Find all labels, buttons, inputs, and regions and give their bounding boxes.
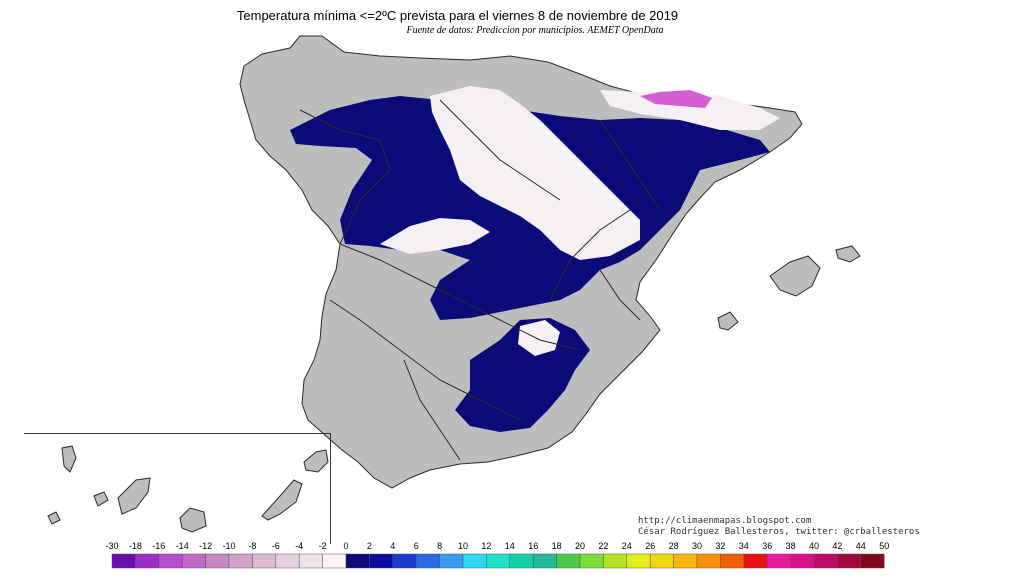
- balearic-menorca: [835, 245, 861, 263]
- legend-swatch: [579, 553, 604, 569]
- legend-label: -2: [319, 541, 327, 551]
- legend-swatch: [673, 553, 698, 569]
- legend-label: 6: [414, 541, 419, 551]
- legend-label: 32: [715, 541, 725, 551]
- legend-swatch: [275, 553, 300, 569]
- map-title: Temperatura mínima <=2ºC prevista para e…: [236, 8, 679, 23]
- canary-inset-frame: [24, 433, 331, 544]
- legend-label: 24: [622, 541, 632, 551]
- legend-swatch: [298, 553, 323, 569]
- balearic-mallorca: [769, 255, 821, 297]
- legend-label: 38: [786, 541, 796, 551]
- legend-label: 28: [669, 541, 679, 551]
- legend-swatch: [322, 553, 347, 569]
- legend-label: 12: [481, 541, 491, 551]
- legend-label: -8: [248, 541, 256, 551]
- legend-swatch: [837, 553, 862, 569]
- legend-label: -18: [129, 541, 142, 551]
- legend-swatch: [813, 553, 838, 569]
- legend-swatch: [369, 553, 394, 569]
- legend-swatch: [743, 553, 768, 569]
- legend-label: 8: [437, 541, 442, 551]
- legend-label: -14: [176, 541, 189, 551]
- legend-swatch: [556, 553, 581, 569]
- legend-label: -30: [105, 541, 118, 551]
- legend-swatch: [181, 553, 206, 569]
- legend-swatch: [766, 553, 791, 569]
- legend-swatch: [252, 553, 277, 569]
- legend-label: 40: [809, 541, 819, 551]
- legend-label: 44: [856, 541, 866, 551]
- legend-label: 18: [552, 541, 562, 551]
- legend-label: -10: [222, 541, 235, 551]
- legend-label: 42: [832, 541, 842, 551]
- legend-swatch: [626, 553, 651, 569]
- legend-label: -6: [272, 541, 280, 551]
- data-source: Fuente de datos: Prediccion por municipi…: [406, 25, 664, 36]
- cold-zone-south: [455, 318, 590, 432]
- legend-swatch: [532, 553, 557, 569]
- legend-swatch: [486, 553, 511, 569]
- legend-label: 22: [598, 541, 608, 551]
- legend-label: 16: [528, 541, 538, 551]
- magenta-zone-pyrenees: [640, 90, 712, 108]
- balearic-ibiza: [717, 311, 739, 331]
- legend-swatch: [649, 553, 674, 569]
- white-zone-central: [430, 86, 640, 260]
- author-credit: César Rodríguez Ballesteros, twitter: @c…: [638, 527, 920, 537]
- legend-label: 34: [739, 541, 749, 551]
- legend-label: 26: [645, 541, 655, 551]
- legend-label: 10: [458, 541, 468, 551]
- legend-swatch: [439, 553, 464, 569]
- blog-url: http://climaenmapas.blogspot.com: [638, 516, 812, 526]
- legend-label: 14: [505, 541, 515, 551]
- legend-label: -4: [295, 541, 303, 551]
- legend-swatch: [696, 553, 721, 569]
- legend-label: 2: [367, 541, 372, 551]
- legend-swatch: [790, 553, 815, 569]
- white-zone-south: [518, 320, 560, 356]
- legend-swatch: [228, 553, 253, 569]
- legend-label: 36: [762, 541, 772, 551]
- legend-label: 30: [692, 541, 702, 551]
- legend-swatch: [392, 553, 417, 569]
- legend-swatch: [205, 553, 230, 569]
- legend-swatch: [111, 553, 136, 569]
- legend-swatch: [415, 553, 440, 569]
- legend-label: 50: [879, 541, 889, 551]
- canary-islands: [47, 445, 329, 533]
- legend-label: 20: [575, 541, 585, 551]
- legend-label: -16: [152, 541, 165, 551]
- legend-label: 0: [343, 541, 348, 551]
- legend-swatch: [462, 553, 487, 569]
- white-zone-pyrenees: [600, 90, 780, 130]
- legend-label: 4: [390, 541, 395, 551]
- legend-swatch: [720, 553, 745, 569]
- legend-swatch: [345, 553, 370, 569]
- legend-swatch: [603, 553, 628, 569]
- legend-swatch: [860, 553, 885, 569]
- region-borders: [299, 99, 661, 461]
- legend-label: -12: [199, 541, 212, 551]
- white-zone-duero: [380, 218, 490, 254]
- legend-swatch: [509, 553, 534, 569]
- legend-swatch: [158, 553, 183, 569]
- legend-swatch: [135, 553, 160, 569]
